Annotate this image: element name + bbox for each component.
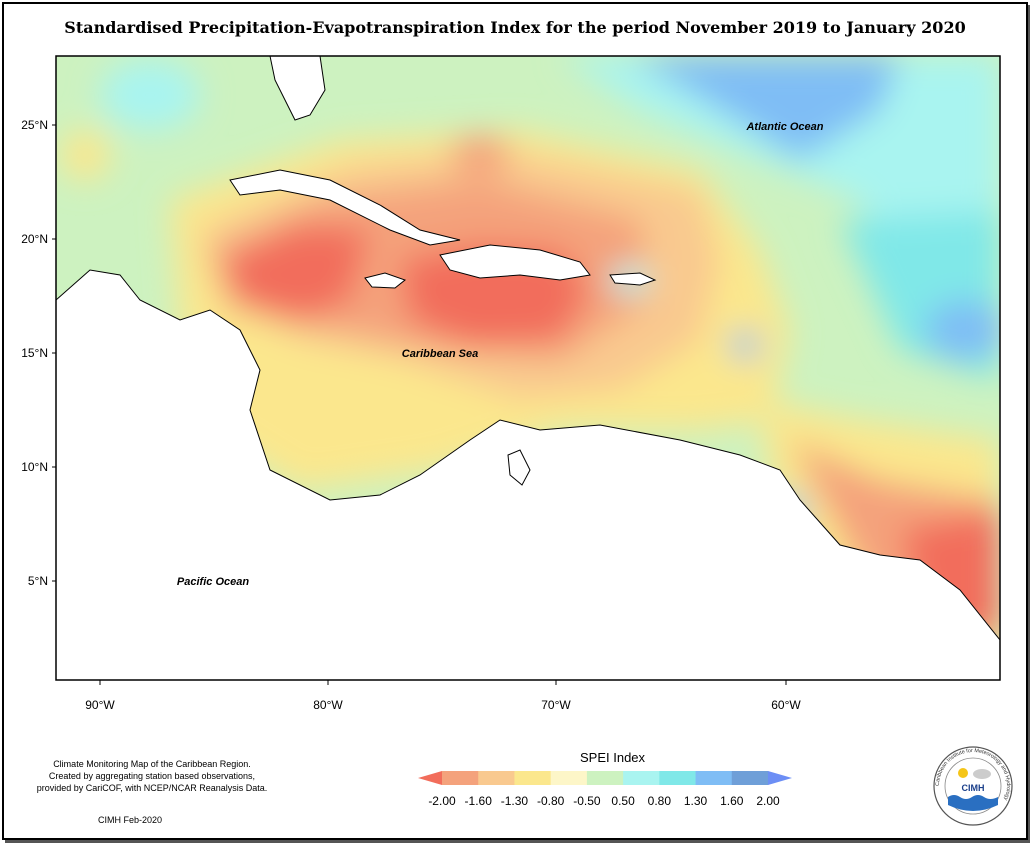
colorbar-segment [659, 771, 697, 785]
colorbar-tick-label: -0.80 [537, 794, 565, 808]
lon-tick-60w: 60°W [771, 698, 801, 712]
label-pacific-ocean: Pacific Ocean [177, 576, 249, 588]
spei-field [56, 56, 1000, 680]
land-masses [56, 56, 1000, 680]
colorbar-tick-label: 2.00 [756, 794, 780, 808]
logo-acronym: CIMH [962, 783, 985, 793]
label-atlantic-ocean: Atlantic Ocean [745, 121, 823, 133]
colorbar-tick-label: 0.80 [648, 794, 672, 808]
colorbar-arrow-low [418, 771, 442, 785]
lat-tick-15n: 15°N [21, 346, 48, 360]
map-title: Standardised Precipitation-Evapotranspir… [64, 18, 966, 37]
lat-tick-10n: 10°N [21, 460, 48, 474]
date-stamp: CIMH Feb-2020 [98, 815, 163, 825]
legend-title: SPEI Index [580, 750, 646, 765]
longitude-axis: 90°W 80°W 70°W 60°W [85, 680, 801, 712]
colorbar-tick-label: -0.50 [573, 794, 601, 808]
cimh-logo: CIMH Caribbean Institute for Meteorology… [933, 746, 1013, 826]
colorbar-tick-label: 1.60 [720, 794, 744, 808]
colorbar-segment [514, 771, 552, 785]
colorbar-arrow-high [768, 771, 792, 785]
credit-line-2: Created by aggregating station based obs… [48, 771, 256, 781]
lon-tick-80w: 80°W [313, 698, 343, 712]
colorbar-tick-label: -2.00 [428, 794, 456, 808]
colorbar-tick-label: 0.50 [611, 794, 635, 808]
lat-tick-5n: 5°N [28, 574, 48, 588]
lat-tick-20n: 20°N [21, 232, 48, 246]
colorbar-tick-label: 1.30 [684, 794, 708, 808]
credit-line-1: Climate Monitoring Map of the Caribbean … [53, 759, 251, 769]
waves-icon [948, 795, 998, 811]
colorbar-segment [731, 771, 769, 785]
lon-tick-70w: 70°W [541, 698, 571, 712]
colorbar-segment [478, 771, 515, 785]
lon-tick-90w: 90°W [85, 698, 115, 712]
colorbar-segment [623, 771, 660, 785]
sun-icon [958, 768, 968, 778]
lat-tick-25n: 25°N [21, 118, 48, 132]
label-caribbean-sea: Caribbean Sea [402, 348, 478, 360]
credit-line-3: provided by CariCOF, with NCEP/NCAR Rean… [36, 783, 268, 793]
colorbar-segment [550, 771, 588, 785]
colorbar-tick-label: -1.30 [501, 794, 529, 808]
colorbar-segment [442, 771, 479, 785]
credit-text: Climate Monitoring Map of the Caribbean … [22, 758, 282, 794]
latitude-axis: 25°N 20°N 15°N 10°N 5°N [21, 118, 56, 588]
cloud-icon [973, 769, 991, 779]
colorbar-segment [695, 771, 733, 785]
colorbar-tick-label: -1.60 [465, 794, 493, 808]
colorbar-segment [586, 771, 624, 785]
spei-colorbar: -2.00 -1.60 -1.30 -0.80 -0.50 0.50 0.80 1.30 1.6… [418, 771, 792, 808]
map-border [55, 55, 1001, 681]
